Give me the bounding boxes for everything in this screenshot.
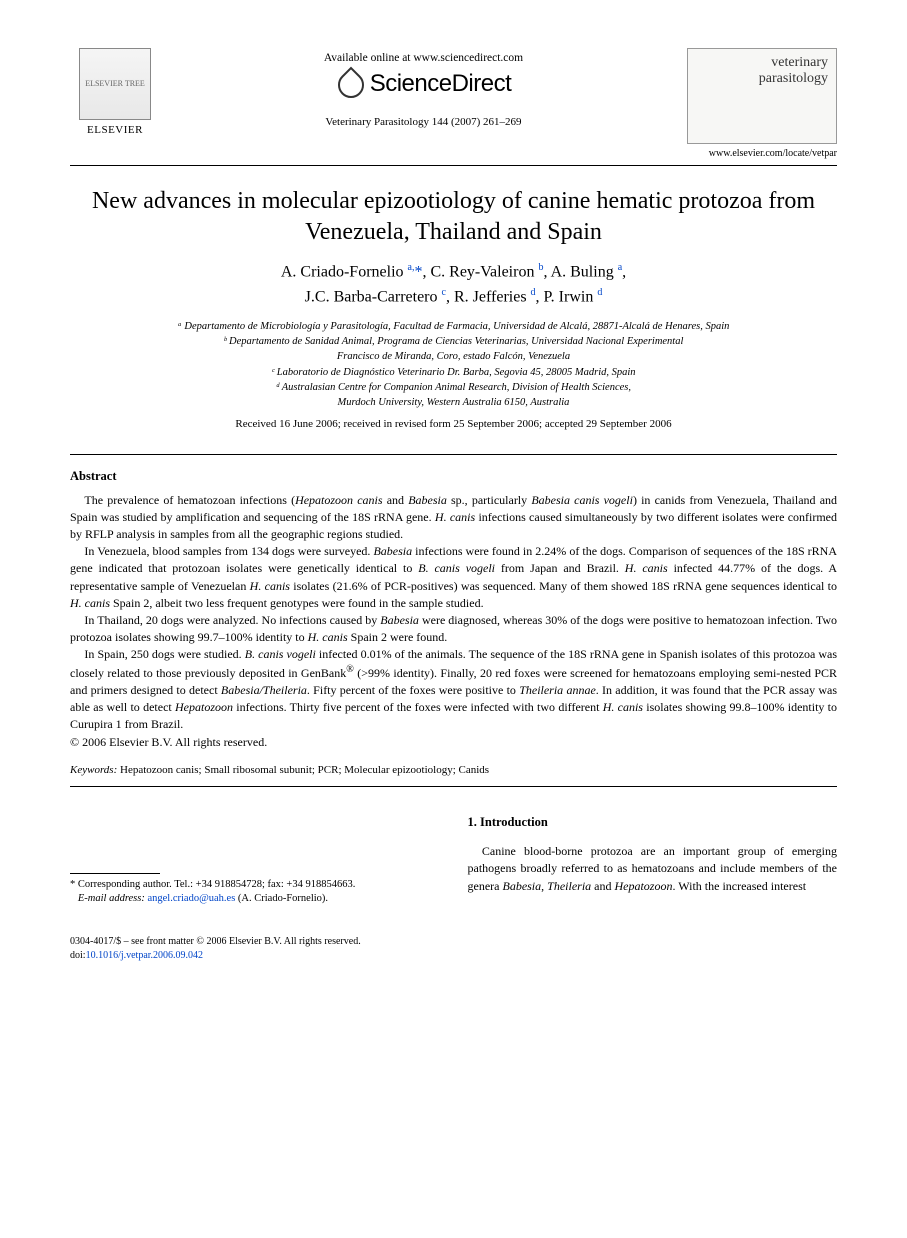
available-online-text: Available online at www.sciencedirect.co… bbox=[160, 52, 687, 64]
footer-doi-line: doi:10.1016/j.vetpar.2006.09.042 bbox=[70, 949, 837, 963]
authors-line: A. Criado-Fornelio a,*, C. Rey-Valeiron … bbox=[70, 260, 837, 309]
article-title: New advances in molecular epizootiology … bbox=[70, 186, 837, 248]
journal-cover: veterinary parasitology bbox=[687, 48, 837, 144]
keywords-line: Keywords: Hepatozoon canis; Small riboso… bbox=[70, 764, 837, 776]
affiliation-a: ᵃ Departamento de Microbiología y Parasi… bbox=[70, 319, 837, 334]
journal-cover-block: veterinary parasitology www.elsevier.com… bbox=[687, 48, 837, 159]
sciencedirect-icon bbox=[336, 70, 364, 98]
elsevier-tree-icon: ELSEVIER TREE bbox=[79, 48, 151, 120]
header-row: ELSEVIER TREE ELSEVIER Available online … bbox=[70, 48, 837, 166]
right-column: 1. Introduction Canine blood-borne proto… bbox=[468, 813, 838, 907]
doi-label: doi: bbox=[70, 950, 86, 961]
abstract-p1: The prevalence of hematozoan infections … bbox=[70, 492, 837, 543]
left-column: * Corresponding author. Tel.: +34 918854… bbox=[70, 813, 440, 907]
email-author: (A. Criado-Fornelio). bbox=[235, 893, 328, 904]
abstract-heading: Abstract bbox=[70, 469, 837, 484]
footnote-rule bbox=[70, 873, 160, 874]
corresponding-line: * Corresponding author. Tel.: +34 918854… bbox=[70, 878, 440, 893]
email-address[interactable]: angel.criado@uah.es bbox=[147, 893, 235, 904]
keywords-label: Keywords: bbox=[70, 764, 117, 776]
keywords-text: Hepatozoon canis; Small ribosomal subuni… bbox=[117, 764, 489, 776]
doi-link[interactable]: 10.1016/j.vetpar.2006.09.042 bbox=[86, 950, 204, 961]
two-column-area: * Corresponding author. Tel.: +34 918854… bbox=[70, 813, 837, 907]
journal-reference: Veterinary Parasitology 144 (2007) 261–2… bbox=[160, 116, 687, 128]
introduction-p1: Canine blood-borne protozoa are an impor… bbox=[468, 843, 838, 895]
corresponding-footnote: * Corresponding author. Tel.: +34 918854… bbox=[70, 878, 440, 907]
email-label: E-mail address: bbox=[78, 893, 145, 904]
journal-cover-title-1: veterinary bbox=[696, 55, 828, 71]
affiliation-b-1: ᵇ Departamento de Sanidad Animal, Progra… bbox=[70, 334, 837, 349]
journal-url: www.elsevier.com/locate/vetpar bbox=[687, 148, 837, 159]
email-line: E-mail address: angel.criado@uah.es (A. … bbox=[70, 892, 440, 907]
journal-cover-title-2: parasitology bbox=[696, 71, 828, 87]
affiliation-d-1: ᵈ Australasian Centre for Companion Anim… bbox=[70, 380, 837, 395]
rule-below-keywords bbox=[70, 786, 837, 787]
page-footer: 0304-4017/$ – see front matter © 2006 El… bbox=[70, 935, 837, 963]
elsevier-label: ELSEVIER bbox=[87, 124, 143, 136]
header-center: Available online at www.sciencedirect.co… bbox=[160, 48, 687, 128]
abstract-p4: In Spain, 250 dogs were studied. B. cani… bbox=[70, 646, 837, 733]
sciencedirect-text: ScienceDirect bbox=[370, 70, 512, 98]
abstract-p2: In Venezuela, blood samples from 134 dog… bbox=[70, 543, 837, 611]
introduction-heading: 1. Introduction bbox=[468, 813, 838, 831]
affiliations: ᵃ Departamento de Microbiología y Parasi… bbox=[70, 319, 837, 410]
abstract-copyright: © 2006 Elsevier B.V. All rights reserved… bbox=[70, 735, 837, 750]
affiliation-d-2: Murdoch University, Western Australia 61… bbox=[70, 395, 837, 410]
elsevier-logo-block: ELSEVIER TREE ELSEVIER bbox=[70, 48, 160, 136]
page: ELSEVIER TREE ELSEVIER Available online … bbox=[0, 0, 907, 1003]
article-dates: Received 16 June 2006; received in revis… bbox=[70, 418, 837, 430]
rule-above-abstract bbox=[70, 454, 837, 455]
affiliation-c: ᶜ Laboratorio de Diagnóstico Veterinario… bbox=[70, 365, 837, 380]
sciencedirect-brand: ScienceDirect bbox=[160, 70, 687, 98]
footer-line1: 0304-4017/$ – see front matter © 2006 El… bbox=[70, 935, 837, 949]
abstract-p3: In Thailand, 20 dogs were analyzed. No i… bbox=[70, 612, 837, 646]
affiliation-b-2: Francisco de Miranda, Coro, estado Falcó… bbox=[70, 349, 837, 364]
abstract-body: The prevalence of hematozoan infections … bbox=[70, 492, 837, 732]
